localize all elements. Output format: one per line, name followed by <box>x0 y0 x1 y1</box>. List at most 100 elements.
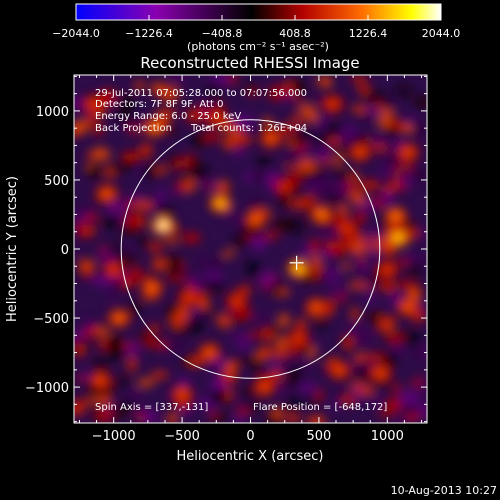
heatmap-cell <box>130 115 148 131</box>
heatmap-cell <box>74 96 83 109</box>
colorbar: −2044.0 −1226.4 −408.8 408.8 1226.4 2044.0 (p… <box>52 3 460 53</box>
heatmap-cell <box>307 415 326 423</box>
heatmap-cell <box>134 80 145 91</box>
x-tick-label: 0 <box>246 429 254 444</box>
heatmap-cell <box>94 357 108 371</box>
heatmap-cell <box>300 357 311 371</box>
heatmap-cell <box>76 374 85 383</box>
heatmap-cell <box>124 398 134 411</box>
heatmap-cell <box>356 386 376 396</box>
heatmap-cell <box>326 298 335 311</box>
heatmap-cell <box>201 99 214 113</box>
heatmap-cell <box>364 91 383 105</box>
heatmap-cell <box>207 81 222 98</box>
heatmap-cell <box>230 127 244 140</box>
heatmap-cell <box>87 164 101 179</box>
heatmap-cell <box>365 352 385 362</box>
bright-source <box>273 177 296 196</box>
heatmap-cell <box>385 331 405 345</box>
y-tick-label: −1000 <box>25 381 69 396</box>
heatmap-cell <box>235 148 245 158</box>
bright-source <box>253 378 276 397</box>
heatmap-cell <box>404 330 420 346</box>
heatmap-cell <box>212 256 223 267</box>
heatmap-cell <box>315 320 328 329</box>
heatmap-cell <box>166 128 179 135</box>
heatmap-cell <box>288 198 309 209</box>
heatmap-cell <box>107 202 124 215</box>
heatmap-cell <box>383 153 404 169</box>
heatmap-cell <box>101 393 112 407</box>
heatmap-cell <box>230 311 245 320</box>
heatmap-cell <box>341 262 350 270</box>
heatmap-cell <box>243 387 252 400</box>
heatmap-cell <box>116 376 128 389</box>
heatmap-cell <box>298 150 312 159</box>
heatmap-cell <box>108 349 117 359</box>
heatmap-cell <box>159 85 180 102</box>
heatmap-cell <box>130 193 145 201</box>
colorbar-tick-label: 408.8 <box>279 27 311 40</box>
heatmap-cell <box>75 343 85 358</box>
heatmap-cell <box>124 212 137 228</box>
heatmap-cell <box>416 402 427 418</box>
heatmap-cell <box>124 246 134 253</box>
heatmap-cell <box>202 132 222 142</box>
heatmap-cell <box>337 205 349 215</box>
heatmap-cell <box>139 333 149 345</box>
heatmap-cell <box>107 335 122 351</box>
bright-source <box>143 118 166 137</box>
heatmap-cell <box>274 347 286 359</box>
heatmap-cell <box>246 260 261 277</box>
bright-source <box>177 288 200 307</box>
heatmap-cell <box>394 86 414 97</box>
heatmap-cell <box>138 236 148 248</box>
heatmap-cell <box>330 180 350 197</box>
heatmap-cell <box>334 154 343 167</box>
heatmap-cell <box>257 157 271 166</box>
heatmap-cell <box>385 126 398 136</box>
heatmap-cell <box>225 361 237 375</box>
heatmap-cell <box>291 79 305 96</box>
heatmap-cell <box>126 390 142 402</box>
heatmap-cell <box>298 158 318 172</box>
bright-source <box>287 259 310 278</box>
heatmap-cell <box>107 165 125 173</box>
heatmap-cell <box>327 122 342 131</box>
heatmap-cell <box>162 237 181 244</box>
heatmap-cell <box>339 134 357 142</box>
heatmap-cell <box>348 281 368 290</box>
heatmap-cell <box>229 217 245 225</box>
x-tick-label: 1000 <box>371 429 404 444</box>
heatmap-cell <box>83 319 93 332</box>
heatmap-cell <box>103 215 121 228</box>
heatmap-cell <box>248 331 266 339</box>
heatmap-cell <box>332 146 349 154</box>
chart-title: Reconstructed RHESSI Image <box>140 54 359 72</box>
bright-source <box>209 194 232 213</box>
heatmap-cell <box>273 218 293 232</box>
colorbar-gradient <box>75 3 442 21</box>
heatmap-cell <box>410 167 427 183</box>
heatmap-cell <box>370 397 382 404</box>
heatmap-cell <box>370 143 389 152</box>
heatmap-cell <box>142 411 155 422</box>
heatmap-cell <box>377 410 395 417</box>
heatmap-cell <box>265 416 280 423</box>
bright-source <box>396 143 419 162</box>
heatmap-cell <box>252 236 266 251</box>
heatmap-cell <box>298 131 314 139</box>
x-tick-label: −500 <box>164 429 200 444</box>
heatmap-cell <box>84 115 98 126</box>
heatmap-cell <box>358 84 370 96</box>
bright-source <box>335 219 358 238</box>
heatmap-cell <box>118 251 137 264</box>
heatmap-cell <box>401 123 414 134</box>
bright-source <box>384 206 407 225</box>
heatmap-cell <box>315 388 324 403</box>
y-tick-label: −500 <box>33 312 69 327</box>
heatmap-cell <box>420 393 427 400</box>
heatmap-image <box>74 75 427 423</box>
heatmap-cell <box>99 249 116 264</box>
heatmap-cell <box>245 83 258 92</box>
